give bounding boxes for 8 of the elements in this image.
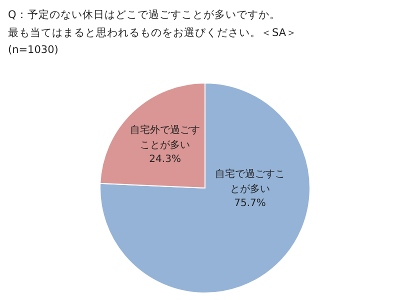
pie-slice: [100, 82, 310, 294]
chart-title: Q：予定のない休日はどこで過ごすことが多いですか。: [8, 8, 280, 22]
data-label: 75.7%: [233, 197, 267, 211]
slice-label: 自宅で過ごすことが多い: [214, 168, 286, 196]
text: (n=1030): [8, 44, 58, 56]
data-label: 24.3%: [148, 153, 182, 168]
slice-label: 自宅外で過ごすことが多い: [129, 124, 202, 153]
chart-subtitle: 最も当てはまると思われるものをお選びください。＜SA＞: [8, 26, 298, 40]
